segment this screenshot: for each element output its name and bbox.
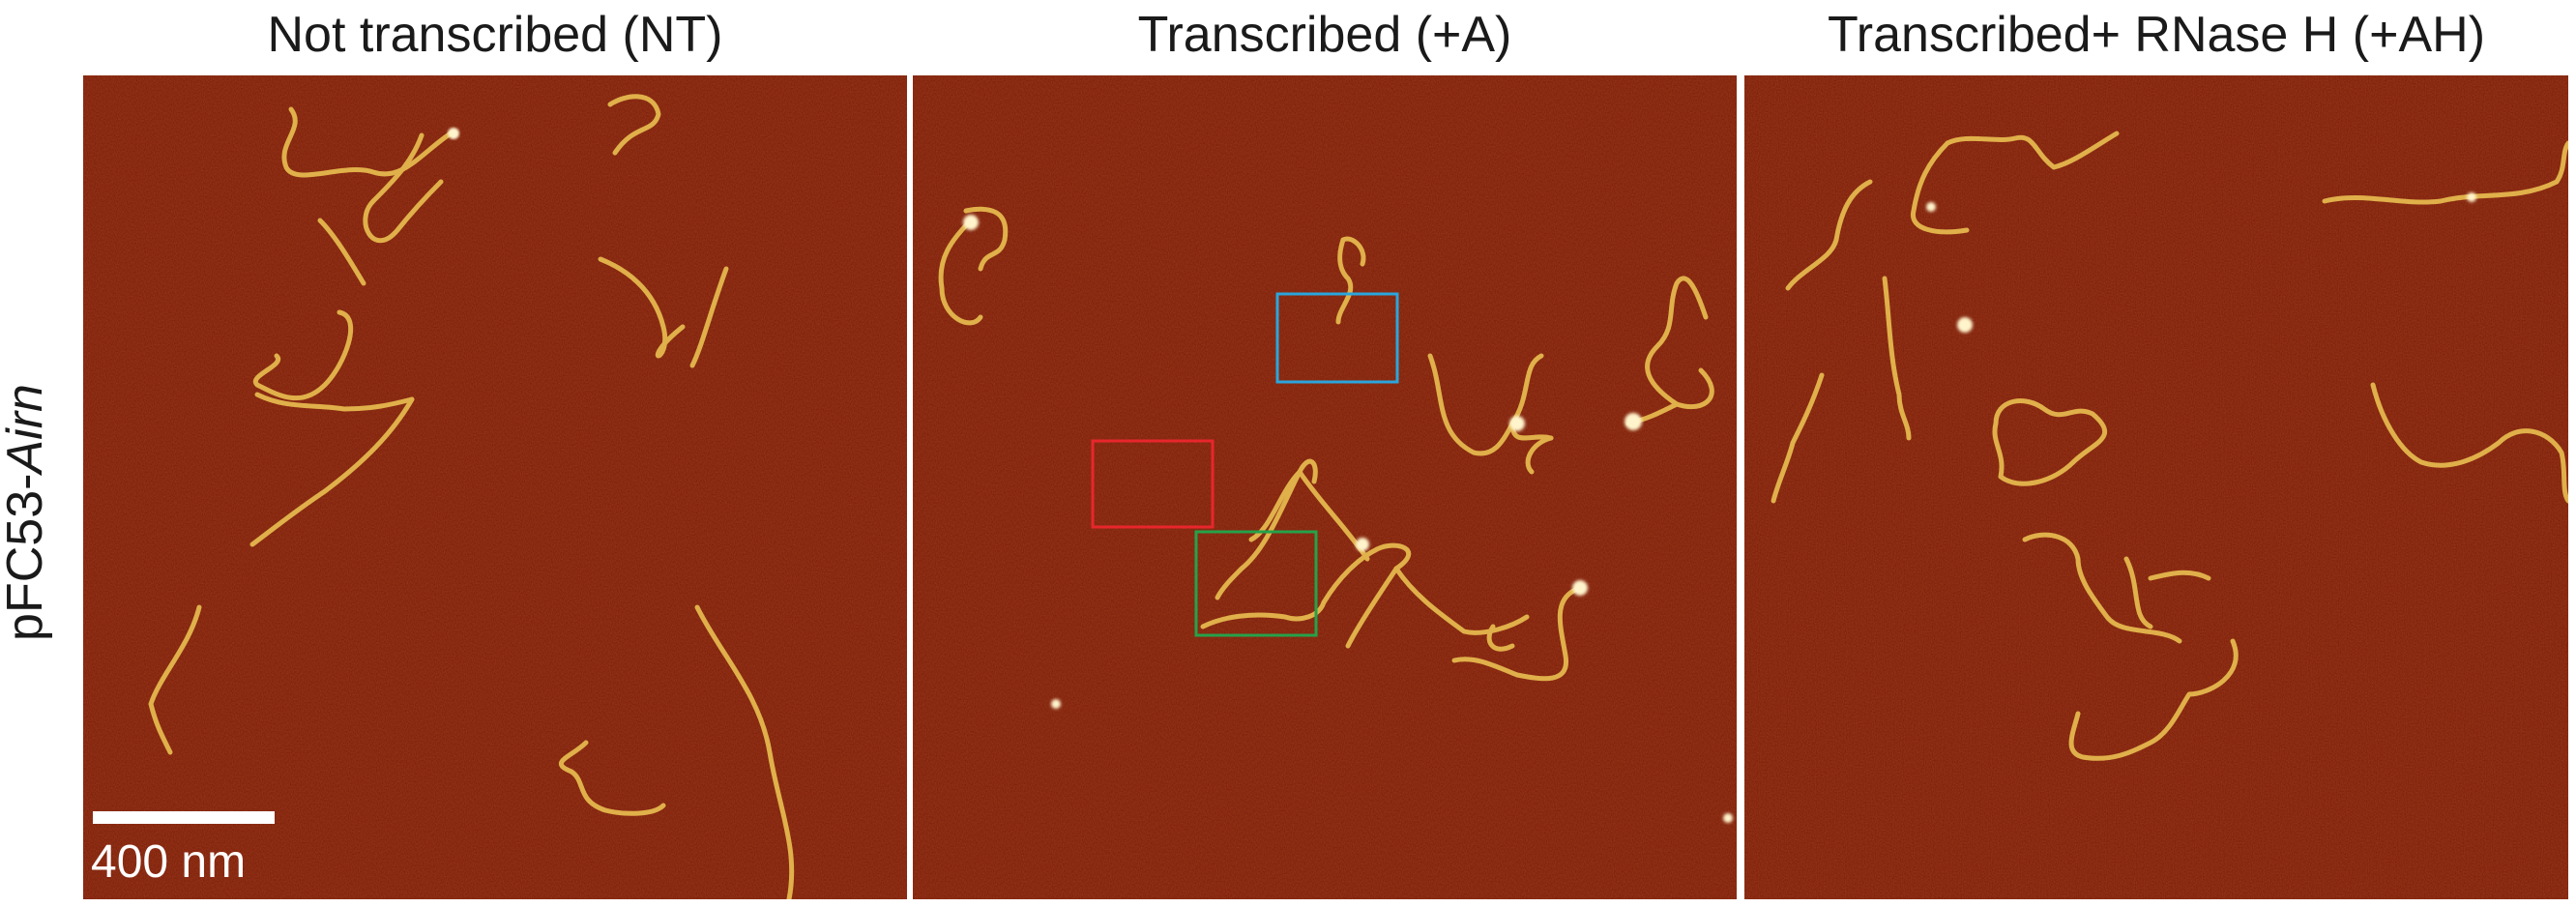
highlight-box-red bbox=[1091, 439, 1215, 529]
afm-panel-nt: 400 nm bbox=[83, 75, 907, 899]
afm-image-a bbox=[913, 75, 1737, 899]
panel-title-nt: Not transcribed (NT) bbox=[267, 7, 723, 63]
row-label-prefix: pFC53- bbox=[0, 473, 53, 641]
scale-bar bbox=[93, 811, 275, 824]
afm-panel-ah bbox=[1744, 75, 2568, 899]
panel-title-a: Transcribed (+A) bbox=[1137, 7, 1512, 63]
afm-image-ah bbox=[1744, 75, 2568, 899]
afm-panel-a bbox=[913, 75, 1737, 899]
afm-image-nt bbox=[83, 75, 907, 899]
scale-bar-label: 400 nm bbox=[91, 836, 247, 888]
row-label-gene: Airn bbox=[0, 384, 53, 474]
highlight-box-green bbox=[1194, 530, 1318, 637]
panel-title-ah: Transcribed+ RNase H (+AH) bbox=[1827, 7, 2486, 63]
highlight-box-blue bbox=[1275, 292, 1399, 384]
row-label: pFC53-Airn bbox=[0, 367, 54, 658]
